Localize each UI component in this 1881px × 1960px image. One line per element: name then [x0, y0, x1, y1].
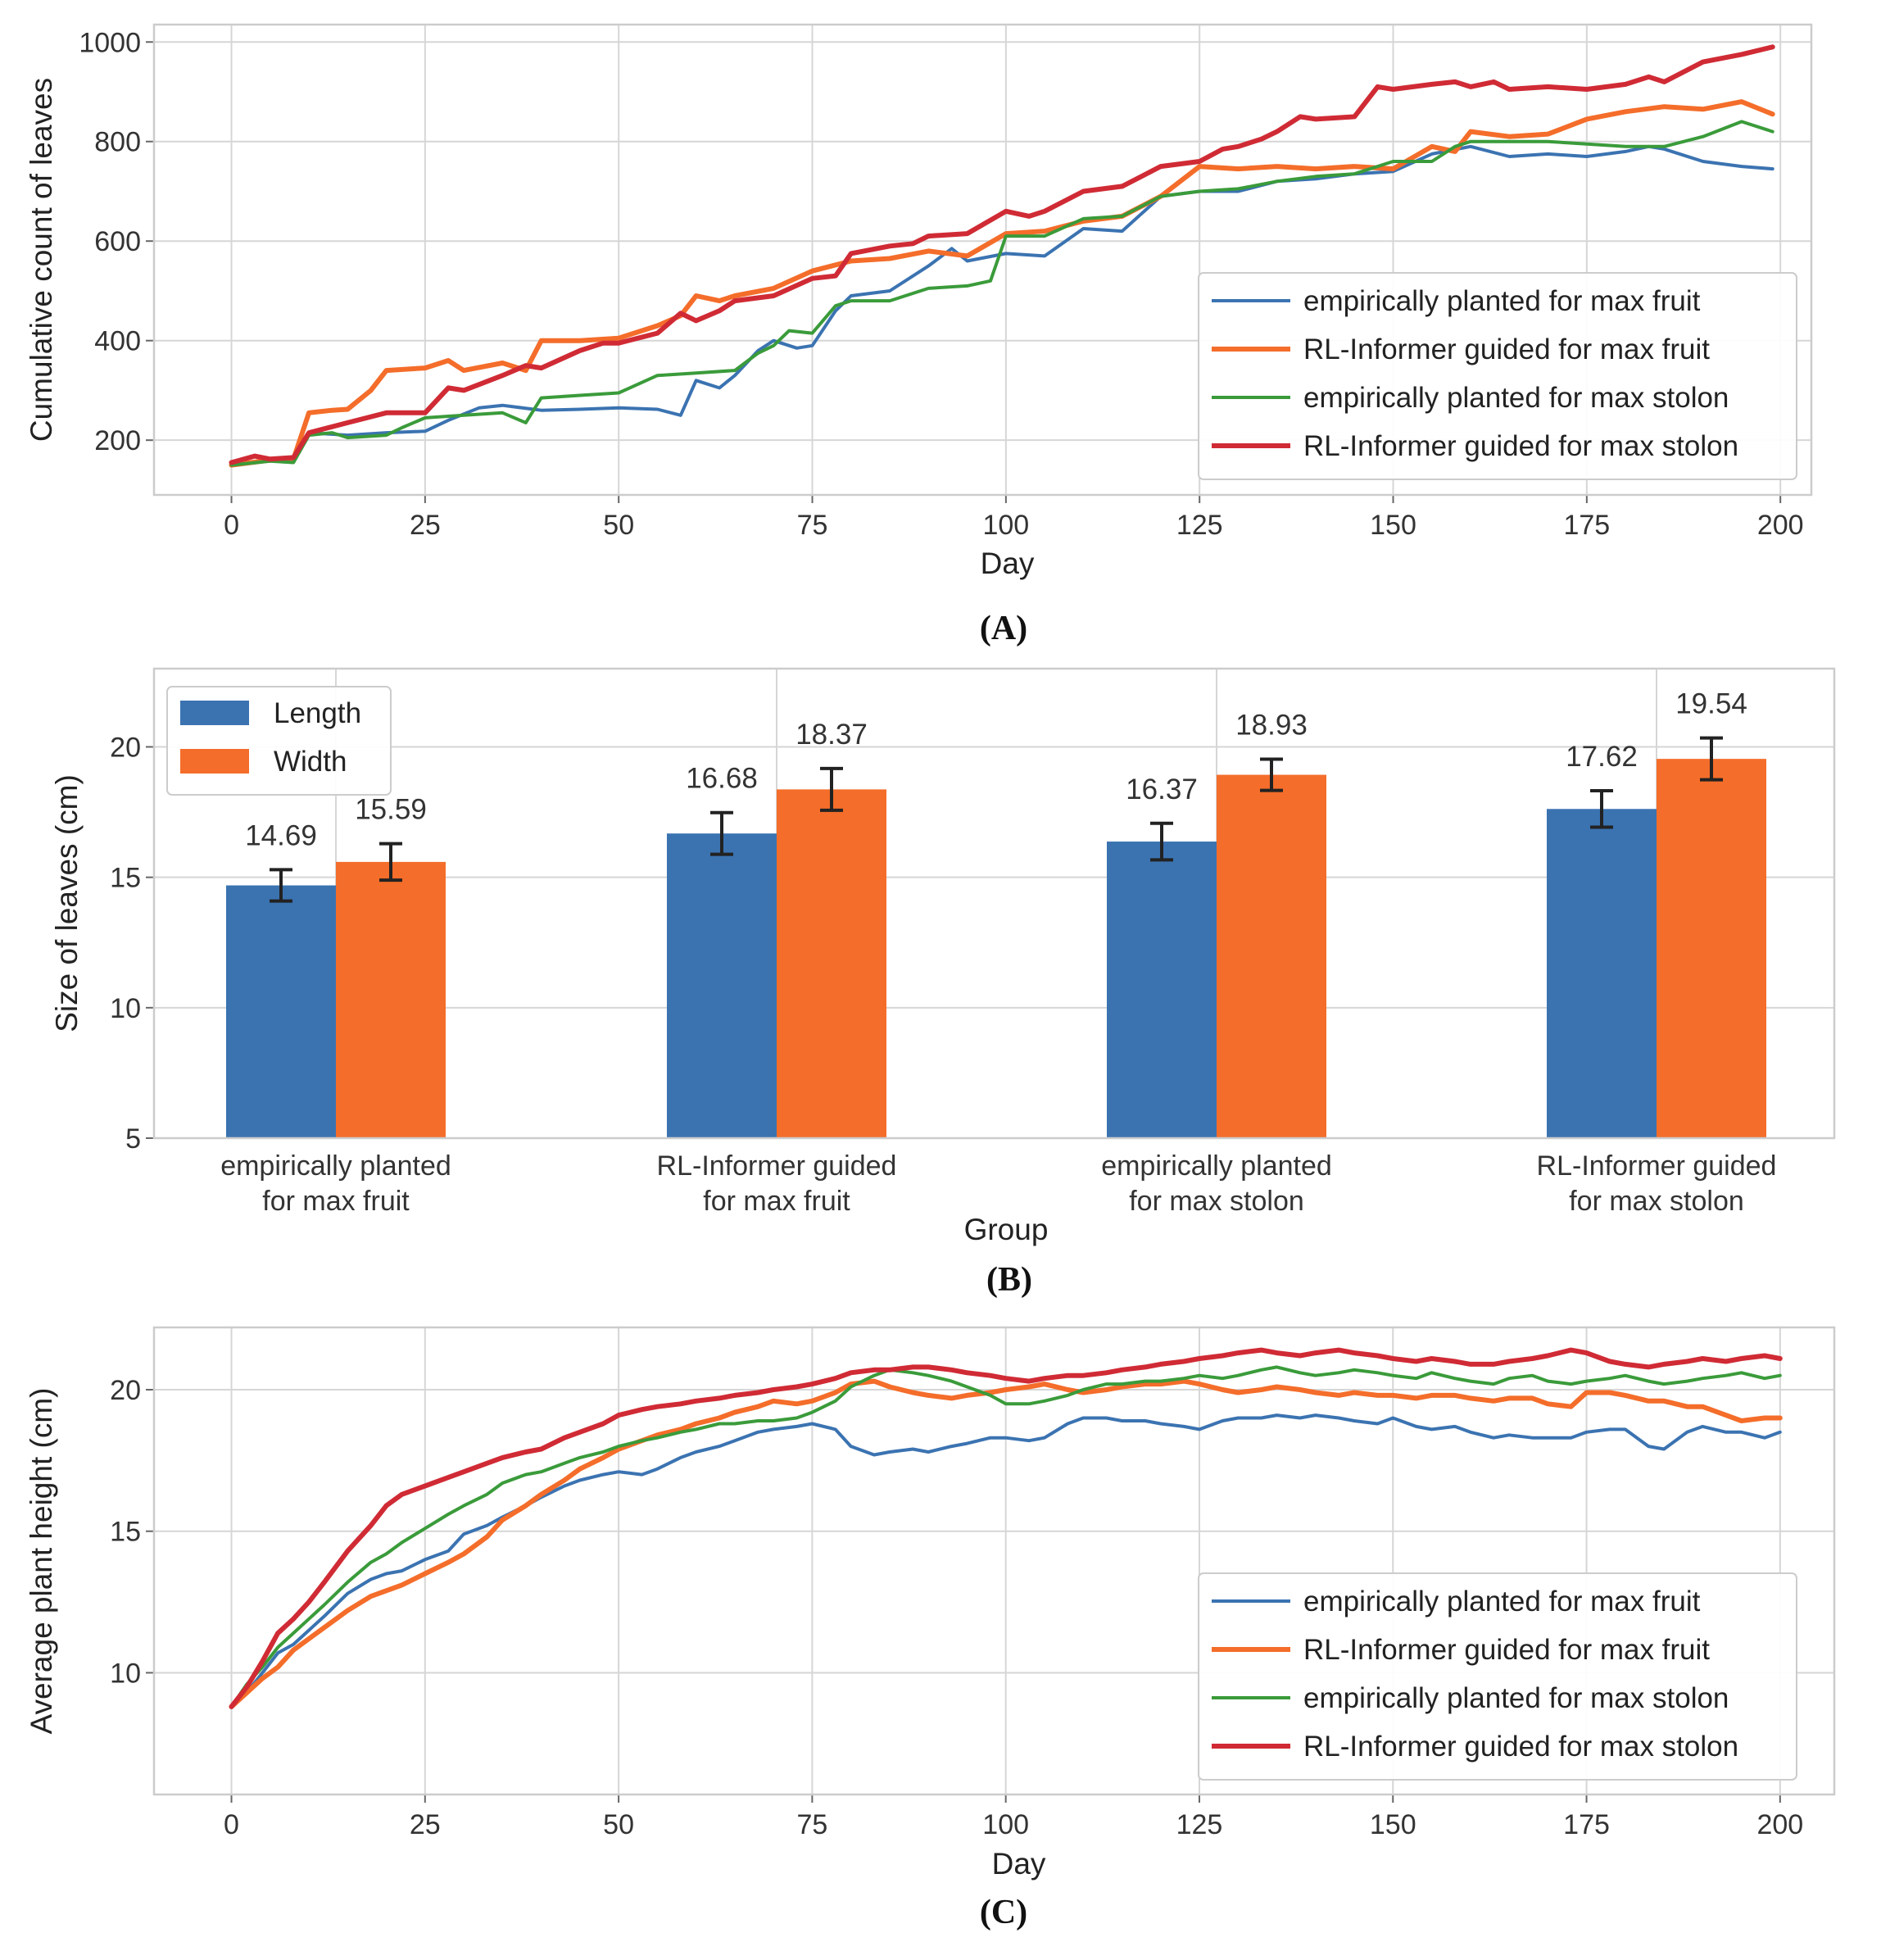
bar — [336, 861, 446, 1138]
y-tick-label: 10 — [110, 993, 141, 1024]
legend-label: RL-Informer guided for max stolon — [1303, 1731, 1738, 1763]
plot-area — [152, 1326, 1836, 1796]
x-tick-label: 0 — [224, 1809, 239, 1840]
x-tick-label: 75 — [796, 1809, 827, 1840]
y-tick-label: 5 — [125, 1123, 141, 1155]
legend-label: empirically planted for max fruit — [1303, 1586, 1701, 1617]
x-tick-label: 100 — [982, 1809, 1029, 1840]
x-tick-label: 25 — [410, 1809, 441, 1840]
x-tick-label: 150 — [1370, 510, 1416, 541]
y-tick-label: 15 — [110, 863, 141, 894]
legend-label: empirically planted for max stolon — [1303, 382, 1729, 414]
series-line — [229, 44, 1775, 465]
x-tick-label: 200 — [1757, 510, 1804, 541]
y-tick-label: 10 — [110, 1658, 141, 1689]
x-tick-label: 50 — [603, 510, 634, 541]
data-label: 19.54 — [1675, 688, 1747, 720]
data-label: 15.59 — [355, 794, 427, 826]
category-label-line: for max fruit — [703, 1186, 850, 1217]
legend: empirically planted for max fruit RL-Info… — [1198, 1572, 1797, 1781]
legend-label: Width — [274, 746, 347, 778]
bar — [777, 789, 886, 1138]
legend-label: empirically planted for max fruit — [1303, 285, 1701, 317]
category-label-line: for max stolon — [1129, 1186, 1304, 1217]
bar — [226, 885, 336, 1138]
legend-frame — [1198, 272, 1797, 480]
legend-swatch — [180, 749, 249, 774]
x-tick-label: 150 — [1370, 1809, 1416, 1840]
data-label: 16.68 — [686, 763, 758, 795]
series-line — [229, 120, 1774, 467]
legend: empirically planted for max fruit RL-Info… — [1198, 272, 1797, 480]
x-axis-label: Day — [992, 1847, 1046, 1881]
data-label: 17.62 — [1566, 741, 1638, 773]
bar — [1547, 809, 1657, 1138]
series-line — [229, 1365, 1782, 1708]
legend-label: Length — [274, 697, 361, 729]
category-label: RL-Informer guided for max fruit — [657, 1150, 897, 1217]
category-label: empirically planted for max stolon — [1101, 1150, 1332, 1217]
panel-a: 0 25 50 75 100 125 150 175 200 200 400 600 800 1000 Da… — [25, 23, 1813, 647]
series-line — [229, 1347, 1783, 1709]
legend-swatch — [180, 701, 249, 725]
legend-label: RL-Informer guided for max fruit — [1303, 1634, 1710, 1666]
legend-frame — [1198, 1572, 1797, 1781]
panel-caption: (C) — [980, 1894, 1027, 1931]
category-label-line: for max fruit — [262, 1186, 410, 1217]
y-tick-label: 15 — [110, 1517, 141, 1548]
x-tick-label: 50 — [603, 1809, 634, 1840]
y-tick-label: 600 — [94, 226, 141, 257]
x-tick-label: 175 — [1563, 1809, 1610, 1840]
y-tick-label: 400 — [94, 326, 141, 357]
data-label: 18.37 — [795, 719, 868, 751]
y-tick-label: 20 — [110, 733, 141, 764]
bar — [667, 833, 777, 1138]
x-axis-label: Group — [964, 1213, 1049, 1246]
data-label: 14.69 — [245, 819, 317, 851]
y-tick-label: 1000 — [79, 27, 141, 58]
plot-area — [152, 667, 1836, 1140]
y-tick-label: 800 — [94, 127, 141, 158]
series-line — [229, 99, 1775, 468]
x-tick-label: 75 — [797, 510, 828, 541]
plot-area — [152, 23, 1813, 497]
category-label: empirically planted for max fruit — [220, 1150, 451, 1217]
bar — [1217, 774, 1326, 1138]
category-label-line: RL-Informer guided — [1537, 1150, 1777, 1182]
bar — [1657, 759, 1766, 1138]
panel-c: 0 25 50 75 100 125 150 175 200 10 15 20 Day Average p… — [25, 1326, 1836, 1931]
legend-label: empirically planted for max stolon — [1303, 1682, 1729, 1714]
data-label: 16.37 — [1126, 774, 1198, 805]
category-label-line: empirically planted — [220, 1150, 451, 1182]
panel-b: 5 10 15 20 14.69 16.68 16.37 17.62 15.59 18.37 18.… — [50, 667, 1836, 1299]
x-axis-label: Day — [981, 547, 1035, 580]
category-label: RL-Informer guided for max stolon — [1537, 1150, 1777, 1217]
x-tick-label: 175 — [1563, 510, 1610, 541]
category-label-line: RL-Informer guided — [657, 1150, 897, 1182]
legend: Length Width — [166, 686, 392, 796]
data-label: 18.93 — [1235, 709, 1308, 741]
legend-label: RL-Informer guided for max fruit — [1303, 333, 1710, 365]
y-axis-label: Average plant height (cm) — [25, 1388, 58, 1735]
bar — [1107, 842, 1217, 1138]
x-tick-label: 25 — [410, 510, 441, 541]
series-line — [229, 144, 1774, 467]
y-axis-label: Size of leaves (cm) — [50, 774, 84, 1032]
x-tick-label: 125 — [1176, 1809, 1223, 1840]
category-label-line: for max stolon — [1569, 1186, 1744, 1217]
series-line — [229, 1413, 1782, 1708]
y-axis-label: Cumulative count of leaves — [25, 78, 58, 442]
panel-caption: (B) — [986, 1261, 1032, 1299]
x-tick-label: 100 — [982, 510, 1029, 541]
series-line — [229, 1378, 1783, 1709]
x-tick-label: 125 — [1176, 510, 1223, 541]
category-label-line: empirically planted — [1101, 1150, 1332, 1182]
panel-caption: (A) — [980, 610, 1027, 647]
y-tick-label: 200 — [94, 425, 141, 456]
x-tick-label: 0 — [224, 510, 239, 541]
x-tick-label: 200 — [1756, 1809, 1803, 1840]
legend-label: RL-Informer guided for max stolon — [1303, 430, 1738, 462]
y-tick-label: 20 — [110, 1375, 141, 1406]
